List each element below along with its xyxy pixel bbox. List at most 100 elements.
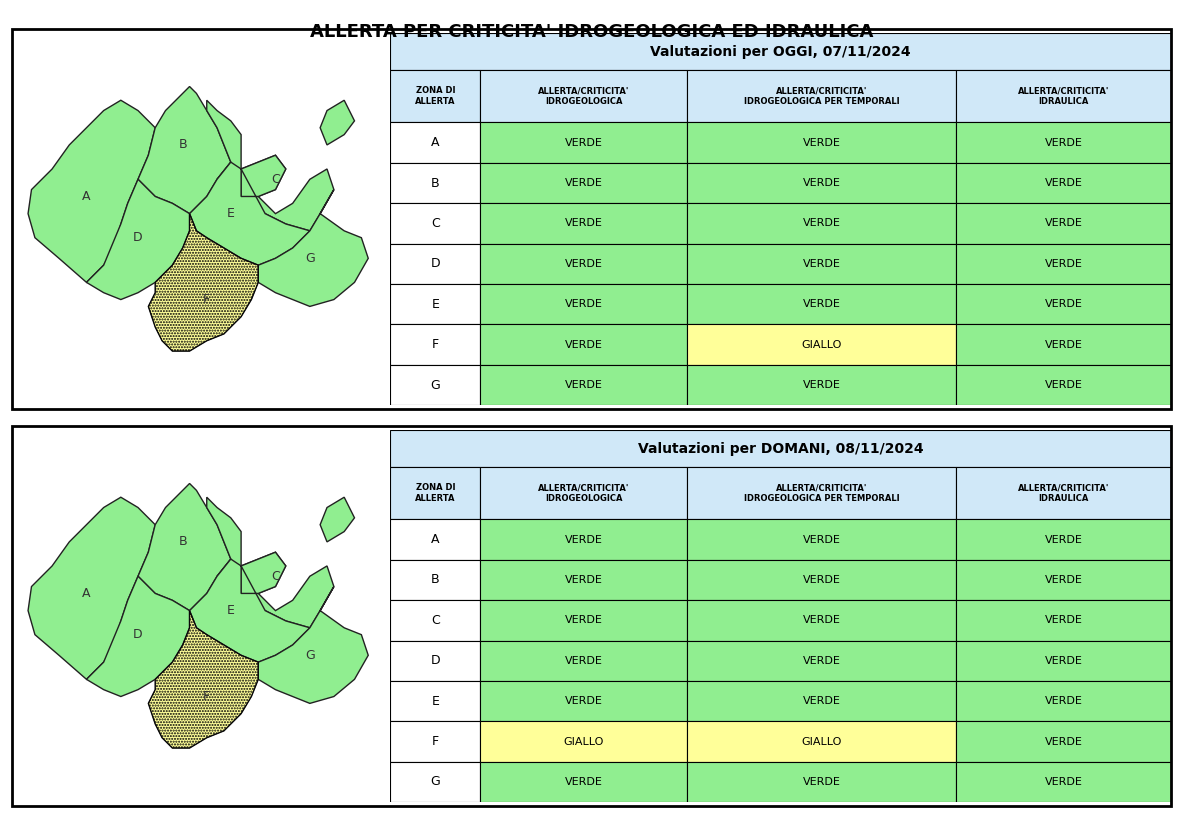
Bar	[480, 163, 687, 203]
Text: VERDE: VERDE	[1045, 615, 1082, 625]
Text: A: A	[83, 587, 91, 600]
Bar	[956, 70, 1171, 122]
Bar	[956, 762, 1171, 802]
Bar	[687, 122, 956, 163]
Polygon shape	[321, 100, 355, 145]
Text: B: B	[431, 573, 440, 586]
Bar	[480, 681, 687, 721]
Bar	[687, 721, 956, 762]
Text: VERDE: VERDE	[564, 178, 602, 188]
Text: VERDE: VERDE	[1045, 534, 1082, 544]
Text: VERDE: VERDE	[564, 615, 602, 625]
Text: VERDE: VERDE	[564, 656, 602, 666]
Bar	[390, 600, 480, 641]
Text: D: D	[431, 257, 440, 270]
Bar	[390, 721, 480, 762]
Text: C: C	[271, 173, 280, 186]
Bar	[956, 324, 1171, 365]
Text: ZONA DI
ALLERTA: ZONA DI ALLERTA	[415, 483, 455, 504]
Text: F: F	[432, 338, 439, 351]
Bar	[956, 244, 1171, 284]
Text: VERDE: VERDE	[1045, 380, 1082, 390]
Text: C: C	[271, 570, 280, 583]
Text: VERDE: VERDE	[803, 656, 841, 666]
Text: VERDE: VERDE	[564, 777, 602, 787]
Text: A: A	[431, 533, 440, 546]
Bar	[687, 560, 956, 600]
Polygon shape	[86, 179, 189, 299]
Bar	[480, 122, 687, 163]
Bar	[390, 641, 480, 681]
Text: VERDE: VERDE	[1045, 299, 1082, 309]
Bar	[480, 560, 687, 600]
Bar	[390, 681, 480, 721]
Bar	[480, 203, 687, 244]
Bar	[956, 519, 1171, 560]
Text: VERDE: VERDE	[1045, 777, 1082, 787]
Text: A: A	[83, 190, 91, 203]
Text: VERDE: VERDE	[803, 137, 841, 147]
Bar	[956, 641, 1171, 681]
Bar	[390, 33, 1171, 70]
Text: GIALLO: GIALLO	[802, 737, 842, 747]
Bar	[687, 519, 956, 560]
Bar	[956, 365, 1171, 405]
Bar	[956, 721, 1171, 762]
Polygon shape	[321, 497, 355, 542]
Bar	[956, 284, 1171, 324]
Text: ALLERTA/CRITICITA'
IDRAULICA: ALLERTA/CRITICITA' IDRAULICA	[1019, 86, 1110, 107]
Polygon shape	[258, 586, 368, 704]
Bar	[390, 122, 480, 163]
Bar	[687, 365, 956, 405]
Text: VERDE: VERDE	[564, 299, 602, 309]
Text: G: G	[305, 649, 315, 662]
Text: VERDE: VERDE	[803, 299, 841, 309]
Polygon shape	[207, 100, 334, 231]
Text: GIALLO: GIALLO	[563, 737, 603, 747]
Polygon shape	[148, 213, 258, 351]
Text: VERDE: VERDE	[1045, 696, 1082, 706]
Polygon shape	[138, 484, 231, 610]
Text: VERDE: VERDE	[564, 696, 602, 706]
Bar	[687, 467, 956, 519]
Bar	[480, 762, 687, 802]
Bar	[956, 122, 1171, 163]
Bar	[687, 324, 956, 365]
Text: VERDE: VERDE	[564, 259, 602, 269]
Text: VERDE: VERDE	[1045, 137, 1082, 147]
Bar	[687, 163, 956, 203]
Bar	[480, 600, 687, 641]
Text: E: E	[432, 298, 439, 311]
Text: VERDE: VERDE	[803, 615, 841, 625]
Text: VERDE: VERDE	[564, 137, 602, 147]
Bar	[390, 467, 480, 519]
Bar	[687, 762, 956, 802]
Text: F: F	[203, 690, 211, 703]
Text: GIALLO: GIALLO	[802, 340, 842, 350]
Bar	[956, 681, 1171, 721]
Bar	[390, 203, 480, 244]
Text: VERDE: VERDE	[564, 575, 602, 585]
Bar	[687, 641, 956, 681]
Text: VERDE: VERDE	[803, 575, 841, 585]
Text: ALLERTA PER CRITICITA' IDROGEOLOGICA ED IDRAULICA: ALLERTA PER CRITICITA' IDROGEOLOGICA ED …	[310, 23, 873, 41]
Text: VERDE: VERDE	[1045, 178, 1082, 188]
Bar	[480, 70, 687, 122]
Bar	[390, 244, 480, 284]
Bar	[390, 163, 480, 203]
Text: ALLERTA/CRITICITA'
IDRAULICA: ALLERTA/CRITICITA' IDRAULICA	[1019, 483, 1110, 504]
Text: VERDE: VERDE	[803, 777, 841, 787]
Text: ALLERTA/CRITICITA'
IDROGEOLOGICA PER TEMPORALI: ALLERTA/CRITICITA' IDROGEOLOGICA PER TEM…	[744, 483, 899, 504]
Text: VERDE: VERDE	[564, 380, 602, 390]
Text: D: D	[134, 629, 143, 641]
Text: ALLERTA/CRITICITA'
IDROGEOLOGICA PER TEMPORALI: ALLERTA/CRITICITA' IDROGEOLOGICA PER TEM…	[744, 86, 899, 107]
Bar	[390, 284, 480, 324]
Text: VERDE: VERDE	[803, 259, 841, 269]
Text: D: D	[134, 232, 143, 244]
Bar	[480, 284, 687, 324]
Bar	[390, 762, 480, 802]
Text: VERDE: VERDE	[803, 178, 841, 188]
Text: E: E	[227, 207, 234, 220]
Bar	[390, 560, 480, 600]
Bar	[390, 70, 480, 122]
